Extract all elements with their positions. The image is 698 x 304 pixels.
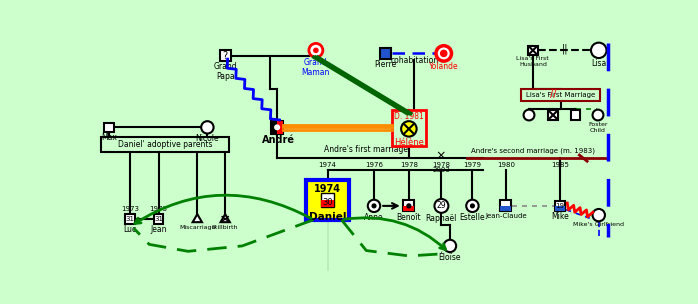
Text: Luc: Luc <box>124 225 136 234</box>
FancyBboxPatch shape <box>528 46 537 55</box>
Text: Mike: Mike <box>551 212 569 221</box>
Text: Lisa's First Marriage: Lisa's First Marriage <box>526 92 595 98</box>
Circle shape <box>401 121 417 136</box>
Text: 30: 30 <box>322 198 333 207</box>
Text: D. 1981: D. 1981 <box>394 112 424 121</box>
Text: Anne: Anne <box>364 213 384 222</box>
Text: 1974: 1974 <box>318 162 336 168</box>
Text: Jean-Claude: Jean-Claude <box>485 213 526 219</box>
Text: 19: 19 <box>556 203 565 209</box>
Text: Estelle: Estelle <box>459 213 485 222</box>
Text: ?: ? <box>223 51 228 61</box>
FancyBboxPatch shape <box>571 110 580 120</box>
FancyBboxPatch shape <box>521 89 600 101</box>
Text: ||: || <box>562 43 569 54</box>
Circle shape <box>368 200 380 212</box>
Text: Daniel: Daniel <box>309 212 346 222</box>
Text: 1978: 1978 <box>400 162 418 168</box>
Text: Mike's Girlfriend: Mike's Girlfriend <box>573 222 624 227</box>
Text: Benoît: Benoît <box>396 213 421 222</box>
Text: Foster
Child: Foster Child <box>588 122 608 133</box>
Circle shape <box>407 204 411 208</box>
FancyBboxPatch shape <box>500 206 511 211</box>
Text: Pierre: Pierre <box>375 60 396 69</box>
FancyBboxPatch shape <box>125 214 135 223</box>
Text: 1985: 1985 <box>551 162 569 168</box>
FancyBboxPatch shape <box>403 206 415 211</box>
Text: Éloïse: Éloïse <box>439 253 461 262</box>
Circle shape <box>436 46 452 61</box>
FancyBboxPatch shape <box>549 110 558 120</box>
Text: 1978: 1978 <box>433 162 450 168</box>
Circle shape <box>275 125 279 130</box>
Text: Grand
Maman: Grand Maman <box>302 58 330 78</box>
FancyBboxPatch shape <box>271 121 283 133</box>
Circle shape <box>201 121 214 133</box>
Text: Yolande: Yolande <box>429 62 459 71</box>
Polygon shape <box>221 214 230 222</box>
Text: 1974: 1974 <box>314 184 341 194</box>
FancyBboxPatch shape <box>392 110 426 146</box>
Text: Andre's second marriage (m. 1983): Andre's second marriage (m. 1983) <box>471 148 595 154</box>
Text: Nicole: Nicole <box>195 134 219 143</box>
Text: 1979: 1979 <box>463 162 482 168</box>
Text: Stillbirth: Stillbirth <box>212 225 239 230</box>
Text: 29: 29 <box>437 201 446 210</box>
Circle shape <box>309 43 323 57</box>
Text: 31: 31 <box>154 216 163 222</box>
Circle shape <box>434 199 448 213</box>
Circle shape <box>593 209 605 221</box>
FancyBboxPatch shape <box>154 214 163 223</box>
FancyBboxPatch shape <box>380 48 391 59</box>
Polygon shape <box>193 214 202 222</box>
Text: Hélène: Hélène <box>394 138 424 147</box>
Circle shape <box>466 200 479 212</box>
FancyBboxPatch shape <box>306 180 349 220</box>
Circle shape <box>372 204 376 208</box>
Text: Miscarriage: Miscarriage <box>179 225 216 230</box>
Text: 1973: 1973 <box>149 206 168 212</box>
FancyBboxPatch shape <box>101 136 229 152</box>
Circle shape <box>593 110 603 120</box>
FancyBboxPatch shape <box>320 193 334 207</box>
Text: ×: × <box>436 149 446 162</box>
Text: André: André <box>262 135 295 145</box>
Text: 1976: 1976 <box>365 162 383 168</box>
Text: 31: 31 <box>126 216 135 222</box>
Text: 1980: 1980 <box>497 162 514 168</box>
Text: Jean: Jean <box>150 225 167 234</box>
Circle shape <box>591 43 607 58</box>
Circle shape <box>444 240 456 252</box>
Circle shape <box>440 50 447 57</box>
FancyBboxPatch shape <box>500 201 511 211</box>
Circle shape <box>314 48 318 52</box>
Text: 1973: 1973 <box>121 206 139 212</box>
Text: 2003: 2003 <box>433 167 450 173</box>
FancyBboxPatch shape <box>556 201 565 210</box>
Circle shape <box>470 204 474 208</box>
Text: Lisa: Lisa <box>591 59 607 68</box>
Text: Raphaël: Raphaël <box>426 214 457 223</box>
Text: Daniel' adoptive parents: Daniel' adoptive parents <box>117 140 212 149</box>
FancyBboxPatch shape <box>277 121 283 133</box>
Text: Grand
Papa: Grand Papa <box>214 62 237 81</box>
FancyBboxPatch shape <box>556 206 565 210</box>
Circle shape <box>524 110 535 120</box>
Text: //: // <box>550 89 556 99</box>
Text: Lisa's First
Husband: Lisa's First Husband <box>517 56 549 67</box>
FancyBboxPatch shape <box>220 50 230 61</box>
Text: cohabitation: cohabitation <box>390 56 438 65</box>
FancyBboxPatch shape <box>320 200 334 207</box>
FancyBboxPatch shape <box>104 123 114 132</box>
Text: Max: Max <box>101 133 117 143</box>
Text: Andre's first marriage: Andre's first marriage <box>325 145 408 154</box>
FancyBboxPatch shape <box>403 201 415 211</box>
